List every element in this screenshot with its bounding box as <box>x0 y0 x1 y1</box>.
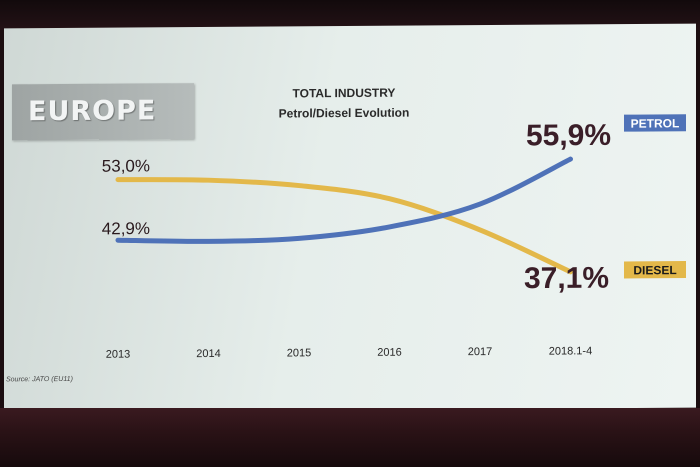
series-line-diesel <box>115 177 573 275</box>
line-chart: 2013 2014 2015 2016 2017 2018.1-4 53,0% 42,9%… <box>102 114 686 361</box>
projection-screen: EUROPE TOTAL INDUSTRY Petrol/Diesel Evol… <box>4 23 696 413</box>
x-tick-label: 2013 <box>106 349 130 361</box>
series-line-petrol <box>115 156 573 244</box>
room-bottom-dark-area <box>0 408 700 467</box>
end-value-petrol: 55,9% <box>526 119 611 153</box>
legend-label-petrol: PETROL <box>631 116 680 130</box>
legend-label-diesel: DIESEL <box>633 263 676 277</box>
legend-badge-diesel <box>624 261 686 279</box>
end-value-diesel: 37,1% <box>524 262 609 296</box>
x-tick-label: 2016 <box>377 347 401 359</box>
x-tick-label: 2015 <box>287 347 311 359</box>
start-label-petrol: 42,9% <box>102 219 150 238</box>
x-tick-label: 2017 <box>468 346 492 358</box>
x-tick-label: 2014 <box>196 348 220 360</box>
x-tick-label: 2018.1-4 <box>549 345 592 357</box>
legend-badge-petrol <box>624 114 686 132</box>
start-label-diesel: 53,0% <box>102 156 150 175</box>
